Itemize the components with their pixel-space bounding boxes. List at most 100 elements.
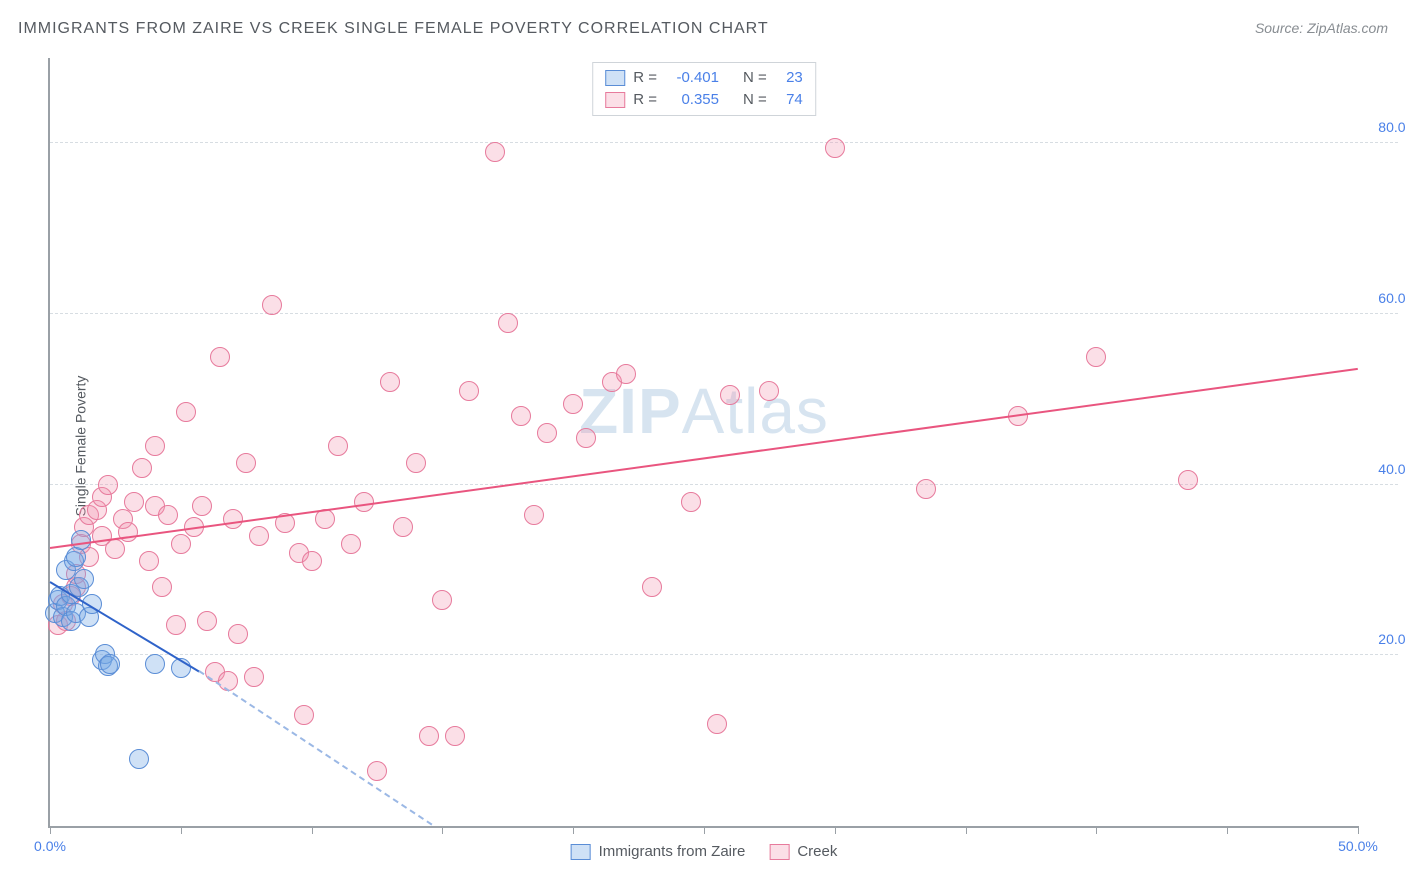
zaire-point xyxy=(66,547,86,567)
creek-point xyxy=(176,402,196,422)
y-tick-label: 80.0% xyxy=(1378,119,1406,135)
zaire-point xyxy=(145,654,165,674)
x-tick xyxy=(1227,826,1228,834)
creek-point xyxy=(139,551,159,571)
creek-point xyxy=(105,539,125,559)
x-tick xyxy=(573,826,574,834)
zaire-r-value: -0.401 xyxy=(665,67,719,89)
y-tick-label: 40.0% xyxy=(1378,461,1406,477)
creek-point xyxy=(302,551,322,571)
creek-point xyxy=(642,577,662,597)
legend-zaire-label: Immigrants from Zaire xyxy=(599,843,746,860)
legend-row-creek: R = 0.355 N = 74 xyxy=(605,89,803,111)
creek-point xyxy=(537,423,557,443)
creek-point xyxy=(563,394,583,414)
creek-point xyxy=(432,590,452,610)
legend-item-creek: Creek xyxy=(769,843,837,860)
creek-point xyxy=(294,705,314,725)
plot-area: ZIPAtlas R = -0.401 N = 23 R = 0.355 N =… xyxy=(48,58,1358,828)
x-tick xyxy=(181,826,182,834)
creek-point xyxy=(720,385,740,405)
r-label: R = xyxy=(633,89,657,111)
x-tick xyxy=(312,826,313,834)
swatch-creek-icon xyxy=(605,92,625,108)
swatch-zaire-icon xyxy=(605,70,625,86)
creek-point xyxy=(132,458,152,478)
source-prefix: Source: xyxy=(1255,20,1307,36)
creek-point xyxy=(223,509,243,529)
creek-point xyxy=(825,138,845,158)
creek-point xyxy=(197,611,217,631)
y-tick-label: 60.0% xyxy=(1378,290,1406,306)
legend-series: Immigrants from Zaire Creek xyxy=(571,843,838,860)
gridline xyxy=(50,313,1398,314)
watermark-rest: Atlas xyxy=(682,375,829,447)
creek-point xyxy=(158,505,178,525)
legend-creek-label: Creek xyxy=(797,843,837,860)
creek-point xyxy=(576,428,596,448)
swatch-zaire-icon xyxy=(571,844,591,860)
creek-point xyxy=(354,492,374,512)
r-label: R = xyxy=(633,67,657,89)
zaire-point xyxy=(129,749,149,769)
y-tick-label: 20.0% xyxy=(1378,631,1406,647)
legend-stats: R = -0.401 N = 23 R = 0.355 N = 74 xyxy=(592,62,816,116)
creek-r-value: 0.355 xyxy=(665,89,719,111)
x-tick-label: 0.0% xyxy=(34,838,66,854)
x-tick xyxy=(704,826,705,834)
gridline xyxy=(50,142,1398,143)
creek-point xyxy=(192,496,212,516)
x-tick xyxy=(835,826,836,834)
creek-point xyxy=(380,372,400,392)
x-tick-label: 50.0% xyxy=(1338,838,1378,854)
creek-point xyxy=(524,505,544,525)
creek-point xyxy=(341,534,361,554)
creek-point xyxy=(759,381,779,401)
x-tick xyxy=(1358,826,1359,834)
creek-point xyxy=(98,475,118,495)
chart-title: IMMIGRANTS FROM ZAIRE VS CREEK SINGLE FE… xyxy=(18,20,769,37)
creek-point xyxy=(445,726,465,746)
x-tick xyxy=(50,826,51,834)
creek-point xyxy=(152,577,172,597)
trend-extrapolation xyxy=(199,671,433,826)
creek-point xyxy=(249,526,269,546)
gridline xyxy=(50,654,1398,655)
creek-point xyxy=(1086,347,1106,367)
zaire-point xyxy=(100,654,120,674)
zaire-point xyxy=(71,530,91,550)
n-label: N = xyxy=(743,89,767,111)
x-tick xyxy=(1096,826,1097,834)
creek-point xyxy=(244,667,264,687)
creek-point xyxy=(171,534,191,554)
creek-point xyxy=(145,436,165,456)
creek-point xyxy=(262,295,282,315)
creek-point xyxy=(485,142,505,162)
x-tick xyxy=(442,826,443,834)
creek-point xyxy=(419,726,439,746)
x-tick xyxy=(966,826,967,834)
creek-point xyxy=(916,479,936,499)
swatch-creek-icon xyxy=(769,844,789,860)
creek-point xyxy=(166,615,186,635)
creek-point xyxy=(707,714,727,734)
creek-point xyxy=(393,517,413,537)
creek-point xyxy=(616,364,636,384)
creek-point xyxy=(1178,470,1198,490)
source-label: Source: ZipAtlas.com xyxy=(1255,20,1388,36)
creek-point xyxy=(681,492,701,512)
source-name: ZipAtlas.com xyxy=(1307,20,1388,36)
zaire-point xyxy=(74,569,94,589)
creek-point xyxy=(459,381,479,401)
zaire-n-value: 23 xyxy=(775,67,803,89)
creek-point xyxy=(367,761,387,781)
creek-point xyxy=(228,624,248,644)
n-label: N = xyxy=(743,67,767,89)
legend-item-zaire: Immigrants from Zaire xyxy=(571,843,746,860)
creek-point xyxy=(328,436,348,456)
creek-point xyxy=(124,492,144,512)
legend-row-zaire: R = -0.401 N = 23 xyxy=(605,67,803,89)
creek-point xyxy=(406,453,426,473)
creek-point xyxy=(511,406,531,426)
creek-point xyxy=(236,453,256,473)
